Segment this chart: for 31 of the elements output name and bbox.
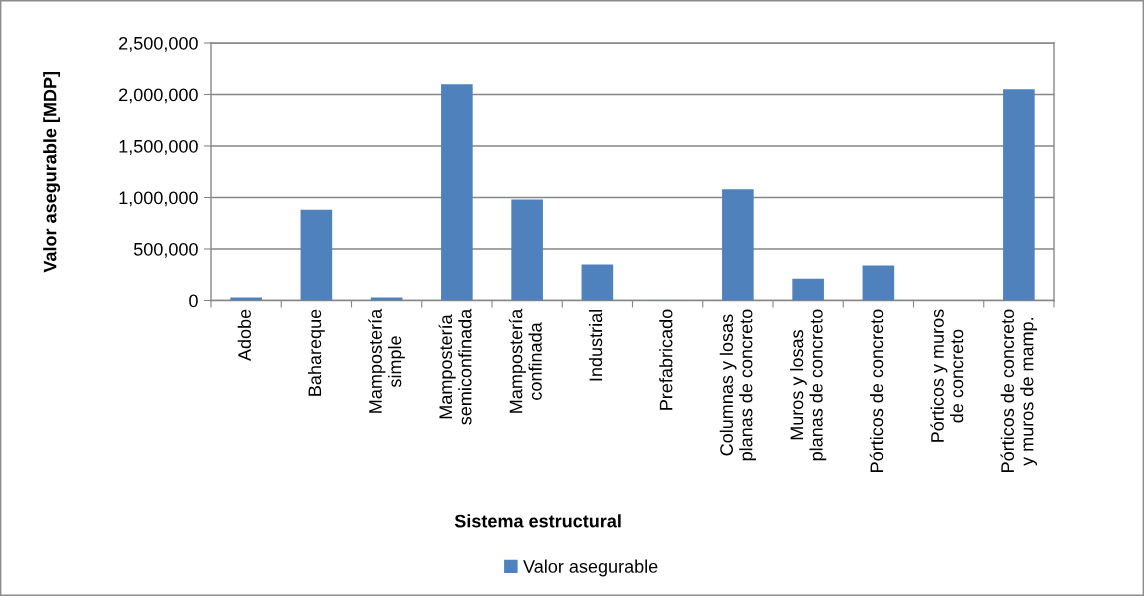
- y-tick-label: 0: [189, 294, 198, 308]
- y-tick-label: 2,000,000: [119, 88, 198, 104]
- y-axis-title: Valor asegurable [MDP]: [43, 71, 61, 273]
- x-tick-label: Pórticos de concreto y muros de mamp.: [1000, 309, 1038, 472]
- x-tick-label: Bahareque: [307, 309, 325, 396]
- bar: [1003, 89, 1035, 301]
- x-tick-label: Mampostería semiconfinada: [438, 308, 472, 425]
- y-tick-label: 2,500,000: [119, 36, 198, 52]
- bar: [441, 84, 473, 301]
- x-tick-label: Pórticos de concreto: [869, 309, 884, 472]
- x-tick-label: Columnas y losas planas de concreto: [719, 309, 757, 461]
- x-tick-label: Mampostería confinada: [508, 308, 542, 413]
- x-tick-label: Pórticos y muros de concreto: [930, 309, 964, 442]
- y-tick-label: 1,500,000: [119, 139, 198, 155]
- y-tick-label: 500,000: [133, 242, 198, 258]
- bar: [230, 297, 262, 301]
- x-tick-label: Prefabricado: [659, 309, 673, 410]
- bar: [581, 264, 614, 301]
- legend-label: Valor asegurable: [523, 559, 658, 577]
- bar: [370, 297, 403, 301]
- bar: [511, 199, 543, 301]
- bar: [862, 265, 895, 301]
- x-axis-title: Sistema estructural: [454, 514, 621, 528]
- x-tick-label: Mampostería simple: [368, 308, 405, 413]
- y-tick-label: 1,000,000: [119, 191, 198, 207]
- bar: [300, 209, 333, 301]
- bar: [722, 189, 754, 301]
- x-tick-label: Adobe: [237, 309, 251, 361]
- x-tick-label: Muros y losas planas de concreto: [789, 309, 827, 461]
- x-tick-label: Industrial: [588, 310, 603, 381]
- bar: [792, 278, 824, 301]
